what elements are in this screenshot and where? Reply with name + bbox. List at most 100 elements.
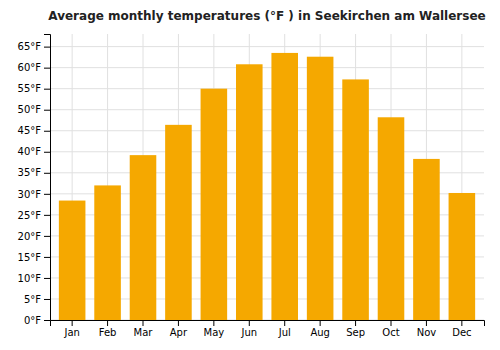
x-tick-label: Jun	[240, 327, 257, 338]
x-tick-label: Sep	[346, 327, 365, 338]
y-tick: 50°F	[18, 104, 50, 115]
grid-line-y	[50, 151, 484, 152]
x-tick: Jan	[63, 320, 79, 338]
y-tick-label: 0°F	[24, 315, 41, 326]
bar	[307, 57, 334, 320]
y-tick: 65°F	[18, 41, 50, 52]
x-tick: Nov	[417, 320, 437, 338]
x-tick: Aug	[310, 320, 330, 338]
y-tick-label: 25°F	[18, 210, 42, 221]
bar	[94, 185, 121, 320]
y-tick: 20°F	[18, 231, 50, 242]
grid-line-y	[50, 67, 484, 68]
x-tick: Jun	[240, 320, 257, 338]
x-tick-mark	[72, 320, 73, 326]
y-tick: 25°F	[18, 210, 50, 221]
x-tick-label: Jan	[63, 327, 79, 338]
plot: 0°F 5°F 10°F 15°F 20°F 25°F 30°F 35°F 40°F 45°F 50…	[18, 34, 485, 338]
y-tick-mark	[44, 278, 50, 279]
x-tick-label: Oct	[382, 327, 399, 338]
y-tick-mark	[44, 320, 50, 321]
grid-line-y	[50, 46, 484, 47]
bar	[378, 117, 405, 320]
x-tick: Feb	[99, 320, 117, 338]
bar	[236, 64, 263, 320]
grid-line-y	[50, 130, 484, 131]
y-tick-mark	[44, 89, 50, 90]
y-tick-label: 5°F	[24, 294, 41, 305]
y-tick: 5°F	[24, 294, 50, 305]
grid	[50, 34, 484, 320]
chart: 0°F 5°F 10°F 15°F 20°F 25°F 30°F 35°F 40°F 45°F 50…	[0, 0, 500, 350]
x-tick: Jul	[278, 320, 291, 338]
bar	[59, 201, 86, 320]
x-axis-line	[51, 321, 485, 327]
y-tick: 55°F	[18, 83, 50, 94]
x-tick-mark	[107, 320, 108, 326]
x-tick-mark	[178, 320, 179, 326]
y-axis: 0°F 5°F 10°F 15°F 20°F 25°F 30°F 35°F 40°F 45°F 50…	[18, 35, 51, 326]
bar	[413, 159, 440, 320]
y-tick: 60°F	[18, 62, 50, 73]
y-tick-mark	[44, 110, 50, 111]
x-tick: Apr	[170, 320, 188, 338]
x-tick: May	[204, 320, 225, 338]
y-tick-mark	[44, 173, 50, 174]
x-tick-label: Jul	[278, 327, 291, 338]
bar	[342, 79, 369, 320]
y-tick-mark	[44, 215, 50, 216]
y-tick: 45°F	[18, 125, 50, 136]
x-tick: Mar	[134, 320, 154, 338]
grid-line-y	[50, 109, 484, 110]
x-tick-mark	[391, 320, 392, 326]
y-tick-label: 40°F	[18, 146, 42, 157]
y-tick-mark	[44, 68, 50, 69]
grid-line-y	[50, 88, 484, 89]
y-tick-label: 55°F	[18, 83, 42, 94]
y-tick-label: 65°F	[18, 41, 42, 52]
x-tick: Dec	[452, 320, 471, 338]
y-tick-label: 35°F	[18, 167, 42, 178]
y-tick-mark	[44, 194, 50, 195]
x-tick-label: Aug	[310, 327, 330, 338]
bar	[165, 125, 192, 320]
y-tick-mark	[44, 152, 50, 153]
y-tick: 15°F	[18, 252, 50, 263]
y-tick: 30°F	[18, 189, 50, 200]
x-tick-label: Mar	[134, 327, 154, 338]
x-tick-label: May	[204, 327, 225, 338]
y-tick-mark	[44, 131, 50, 132]
y-tick: 0°F	[24, 315, 50, 326]
bars	[59, 53, 475, 320]
y-axis-line	[44, 35, 51, 321]
y-tick-mark	[44, 47, 50, 48]
x-tick-label: Apr	[170, 327, 188, 338]
x-tick-mark	[213, 320, 214, 326]
bar	[201, 89, 228, 320]
x-tick-label: Dec	[452, 327, 471, 338]
x-tick-label: Feb	[99, 327, 117, 338]
x-tick-mark	[461, 320, 462, 326]
bar	[449, 193, 476, 320]
x-tick-mark	[320, 320, 321, 326]
bar	[271, 53, 298, 320]
y-tick-label: 45°F	[18, 125, 42, 136]
x-tick: Sep	[346, 320, 365, 338]
y-tick-mark	[44, 257, 50, 258]
y-tick: 40°F	[18, 146, 50, 157]
y-tick-label: 60°F	[18, 62, 42, 73]
y-tick: 10°F	[18, 273, 50, 284]
x-tick-mark	[426, 320, 427, 326]
y-tick-mark	[44, 236, 50, 237]
x-tick-mark	[355, 320, 356, 326]
title: Average monthly temperatures (°F ) in Se…	[48, 9, 485, 23]
y-tick-label: 30°F	[18, 189, 42, 200]
bar	[130, 155, 157, 320]
x-tick-mark	[143, 320, 144, 326]
y-tick-label: 50°F	[18, 104, 42, 115]
x-tick: Oct	[382, 320, 399, 338]
y-tick-label: 10°F	[18, 273, 42, 284]
y-tick: 35°F	[18, 167, 50, 178]
x-tick-mark	[249, 320, 250, 326]
y-tick-label: 15°F	[18, 252, 42, 263]
